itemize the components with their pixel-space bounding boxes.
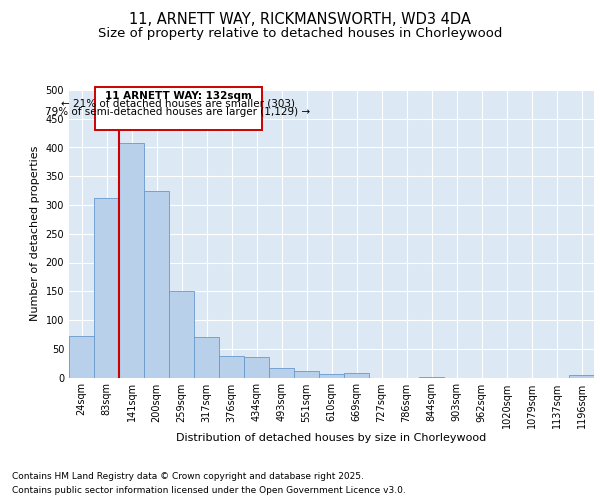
Text: 79% of semi-detached houses are larger (1,129) →: 79% of semi-detached houses are larger (… [46,106,311,117]
Text: 11 ARNETT WAY: 132sqm: 11 ARNETT WAY: 132sqm [104,90,251,101]
Text: Contains HM Land Registry data © Crown copyright and database right 2025.: Contains HM Land Registry data © Crown c… [12,472,364,481]
Bar [419,377,444,378]
Text: Contains public sector information licensed under the Open Government Licence v3: Contains public sector information licen… [12,486,406,495]
Bar [269,368,294,378]
Text: ← 21% of detached houses are smaller (303): ← 21% of detached houses are smaller (30… [61,98,295,108]
Bar [219,356,244,378]
Bar [569,375,594,378]
Bar [294,370,319,378]
Bar [194,337,219,378]
Bar [319,374,344,378]
Bar [119,143,144,378]
Bar [94,198,119,378]
X-axis label: Distribution of detached houses by size in Chorleywood: Distribution of detached houses by size … [176,434,487,444]
Bar [244,357,269,378]
Bar [144,190,169,378]
Text: Size of property relative to detached houses in Chorleywood: Size of property relative to detached ho… [98,28,502,40]
Bar [169,291,194,378]
Text: 11, ARNETT WAY, RICKMANSWORTH, WD3 4DA: 11, ARNETT WAY, RICKMANSWORTH, WD3 4DA [129,12,471,28]
FancyBboxPatch shape [95,87,262,130]
Y-axis label: Number of detached properties: Number of detached properties [30,146,40,322]
Bar [69,336,94,378]
Bar [344,374,369,378]
